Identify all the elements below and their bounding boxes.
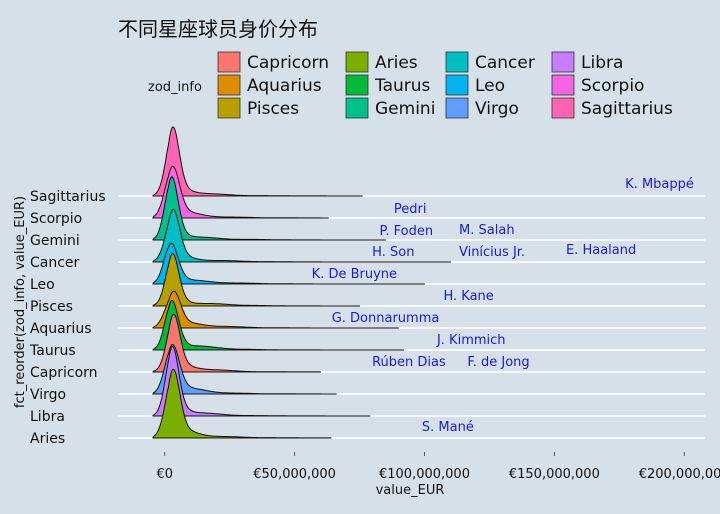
player-label: Rúben Dias [372,355,446,370]
plot-panel [118,126,705,439]
player-label: G. Donnarumma [332,311,440,326]
player-label: K. De Bruyne [312,267,397,282]
legend-entry: Leo [445,74,505,96]
legend-label: Scorpio [581,76,644,96]
y-tick-label: Aquarius [30,321,91,337]
y-tick-label: Taurus [29,343,76,359]
x-tick-label: €150,000,000 [509,467,600,482]
legend-entry: Virgo [445,97,519,119]
legend-swatch [217,51,241,73]
ridge-aries [152,368,332,439]
legend-swatch [551,97,575,119]
legend-entry: Gemini [345,97,435,119]
legend-label: Pisces [247,99,299,119]
player-label: M. Salah [459,223,515,238]
legend-label: Gemini [375,99,435,119]
x-tick-label: €100,000,000 [379,467,470,482]
y-tick-label: Cancer [30,255,80,271]
y-tick-label: Sagittarius [30,189,106,205]
y-tick-label: Aries [30,431,65,447]
legend-entry: Cancer [445,51,535,73]
legend-swatch [445,97,469,119]
y-tick-label: Pisces [30,299,73,315]
legend-swatch [551,74,575,96]
axes: Aries Libra Virgo Capricorn Taurus Aquarius Pi… [29,189,720,482]
legend-entry: Pisces [217,97,299,119]
legend-entry: Capricorn [217,51,329,73]
player-label: P. Foden [380,224,434,239]
y-tick-label: Virgo [30,387,66,403]
legend-label: Leo [475,76,505,96]
player-label: J. Kimmich [436,333,506,348]
legend-swatch [551,51,575,73]
legend-entry: Aquarius [217,74,322,96]
legend-swatch [217,97,241,119]
legend-swatch [445,51,469,73]
player-label: E. Haaland [566,243,636,258]
player-label: H. Son [372,245,414,260]
legend-entry: Sagittarius [551,97,673,119]
legend-swatch [345,51,369,73]
legend-title: zod_info [148,80,202,95]
legend-label: Libra [581,53,623,73]
ridge-sagittarius [152,126,363,197]
legend-label: Aquarius [247,76,322,96]
legend-label: Aries [375,53,418,73]
legend-label: Taurus [374,76,431,96]
ridge-cancer [152,208,451,263]
legend-label: Sagittarius [581,99,673,119]
y-tick-label: Gemini [30,233,80,249]
legend-swatch [445,74,469,96]
x-tick-label: €200,000,000 [639,467,720,482]
player-label: S. Mané [422,420,474,435]
x-axis-title: value_EUR [376,483,445,498]
player-label: H. Kane [443,289,493,304]
legend-entry: Scorpio [551,74,644,96]
legend: zod_info Capricorn Aquarius Pisces Aries Tau… [148,51,673,119]
legend-swatch [345,97,369,119]
x-tick-label: €50,000,000 [253,467,336,482]
legend-swatch [217,74,241,96]
annotation-layer: K. Mbappé Pedri P. Foden M. Salah H. Son Viní… [312,177,694,435]
legend-label: Cancer [475,53,535,73]
legend-swatch [345,74,369,96]
y-axis-title: fct_reorder(zod_info, value_EUR) [13,196,28,408]
player-label: F. de Jong [467,355,529,370]
player-label: K. Mbappé [625,177,694,192]
y-tick-label: Leo [30,277,55,293]
player-label: Vinícius Jr. [459,245,525,260]
legend-entry: Taurus [345,74,431,96]
player-label: Pedri [394,202,427,217]
y-tick-label: Capricorn [30,365,98,381]
legend-label: Virgo [475,99,519,119]
y-tick-label: Scorpio [30,211,82,227]
chart-title: 不同星座球员身价分布 [118,17,318,41]
y-tick-label: Libra [30,409,65,425]
x-tick-label: €0 [156,467,173,482]
legend-entry: Libra [551,51,623,73]
legend-entry: Aries [345,51,418,73]
legend-label: Capricorn [247,53,329,73]
